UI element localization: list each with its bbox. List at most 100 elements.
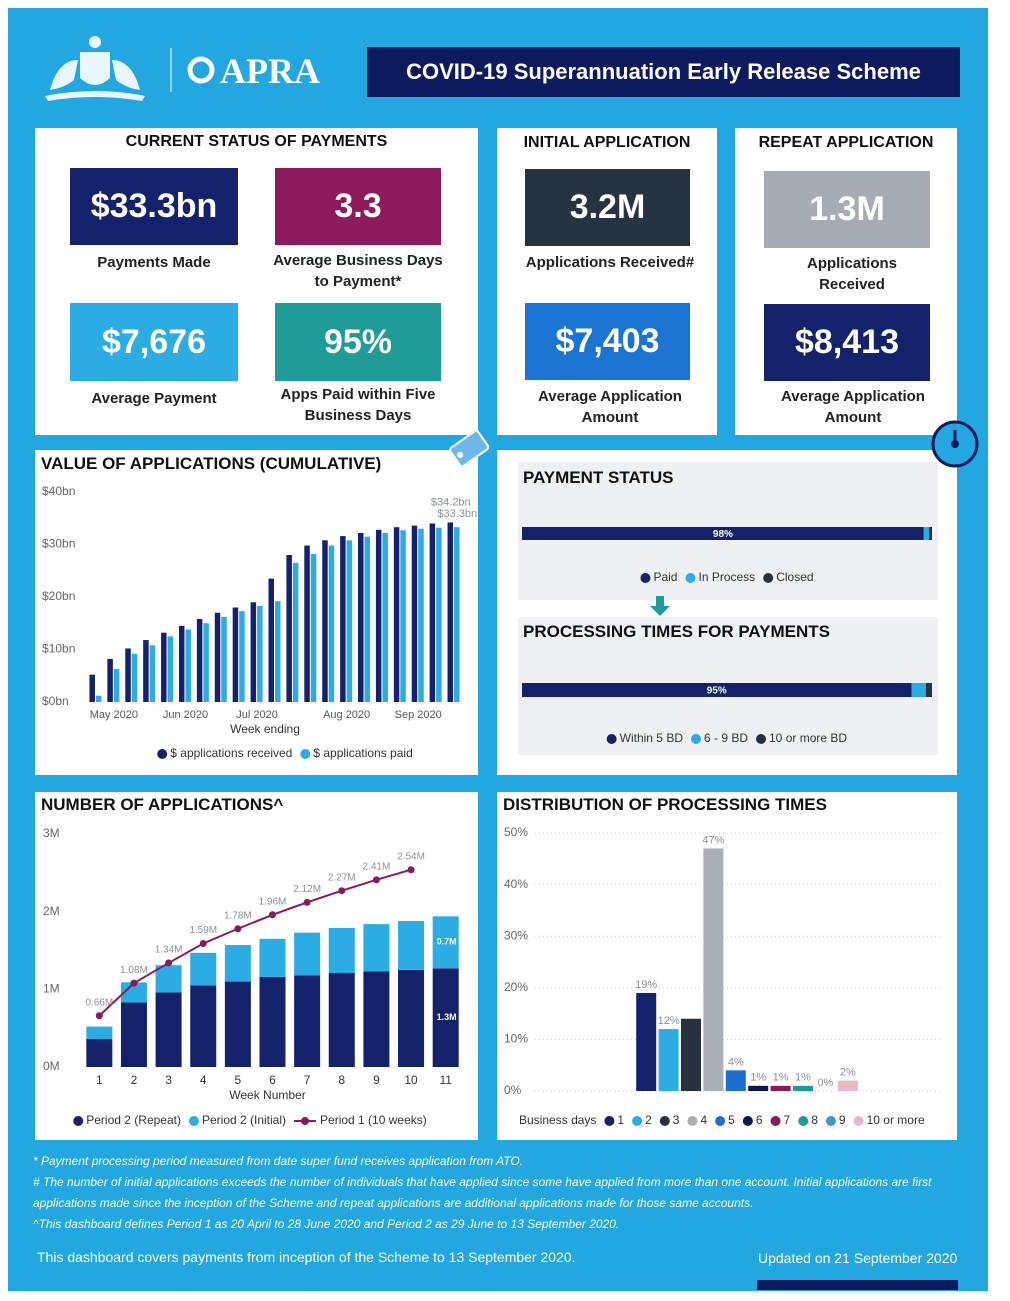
legend-swatch (188, 1116, 199, 1126)
bar (214, 612, 221, 702)
x-tick-label: Jul 2020 (236, 709, 278, 721)
x-tick-label: 2 (131, 1073, 138, 1087)
legend-swatch (604, 1116, 615, 1126)
value-label: $34.2bn (431, 496, 471, 508)
bar-segment (86, 1026, 113, 1040)
legend-label: $ applications received (170, 746, 292, 760)
kpi-label: Average Application Amount (538, 388, 682, 426)
tag-icon (449, 429, 490, 468)
kpi-value: $7,403 (555, 322, 660, 360)
bar (161, 632, 167, 702)
bar (286, 555, 292, 702)
value-label: 98% (713, 529, 733, 540)
legend: Business days 1 2 3 4 5 6 7 8 9 10 or more (519, 1113, 925, 1127)
line-point (130, 979, 138, 987)
chart-title: NUMBER OF APPLICATIONS^ (41, 795, 284, 814)
bar (636, 992, 657, 1091)
kpi-value: 3.2M (569, 188, 646, 226)
value-label: 2.27M (328, 872, 356, 883)
bar-segment (224, 945, 251, 982)
bar (346, 540, 353, 702)
x-tick-label: 1 (96, 1073, 103, 1087)
bar (268, 578, 274, 702)
bar (178, 625, 185, 702)
x-axis-title: Week Number (229, 1088, 305, 1102)
gauge-icon (931, 420, 979, 468)
kpi-value: $33.3bn (90, 187, 218, 225)
bar (221, 616, 227, 702)
bar (793, 1085, 813, 1091)
value-label: 2% (840, 1067, 856, 1079)
value-label: 1.08M (120, 965, 148, 976)
apra-mark (187, 56, 215, 84)
bar (358, 532, 364, 702)
panel-title: INITIAL APPLICATION (523, 134, 691, 151)
y-tick-label: $20bn (42, 589, 75, 603)
chart: 95% Within 5 BD 6 - 9 BD 10 or more BD (522, 683, 932, 745)
footer-updated: Updated on 21 September 2020 (758, 1250, 958, 1266)
legend-swatch (687, 1116, 698, 1126)
value-label: 2.12M (293, 884, 321, 895)
x-axis-title: Week ending (230, 722, 300, 736)
kpi-card: $33.3bn (70, 168, 238, 245)
value-label: 19% (635, 979, 657, 991)
bar (196, 619, 203, 702)
value-label: 2.54M (397, 851, 425, 862)
value-label: $33.3bn (437, 508, 477, 520)
legend-swatch (606, 734, 617, 744)
x-tick-label: 11 (439, 1073, 452, 1087)
value-label: 1.96M (259, 896, 287, 907)
bar (131, 653, 138, 702)
kpi-value: 3.3 (334, 187, 382, 225)
legend-label: 6 (756, 1113, 763, 1127)
bar (167, 636, 174, 702)
logo-text: APRA (220, 51, 320, 91)
value-label: 1% (795, 1072, 811, 1084)
legend-label: 10 or more (867, 1113, 925, 1127)
value-label: 1.78M (224, 910, 252, 921)
value-label: 1.59M (189, 925, 217, 936)
bar-segment (398, 969, 425, 1067)
value-label: 1.3M (437, 1012, 457, 1022)
chart: $0bn $10bn $20bn $30bn $40bn May 2020 Jun 2020… (42, 484, 477, 760)
kpi-card: 95% (275, 303, 441, 381)
y-tick-label: 0M (43, 1059, 60, 1073)
legend-swatch (763, 573, 774, 583)
legend-swatch (640, 573, 651, 583)
kpi-value: $8,413 (795, 323, 899, 361)
legend-label: Period 2 (Initial) (202, 1113, 286, 1127)
line-point (303, 898, 311, 906)
value-label: 1% (750, 1072, 766, 1084)
chart-title: DISTRIBUTION OF PROCESSING TIMES (503, 795, 827, 814)
bar (304, 545, 310, 702)
bar (185, 629, 191, 702)
legend-label: 7 (784, 1113, 791, 1127)
x-tick-label: 3 (165, 1073, 172, 1087)
bar (125, 648, 131, 702)
bar (393, 527, 400, 702)
legend-label: 4 (700, 1113, 707, 1127)
legend-label: In Process (698, 570, 755, 584)
kpi-label: Average Business Days to Payment* (273, 252, 443, 290)
y-tick-label: 10% (504, 1032, 528, 1046)
footnote: ^This dashboard defines Period 1 as 20 A… (33, 1217, 620, 1231)
legend-label: 6 - 9 BD (704, 731, 748, 745)
x-tick-label: Sep 2020 (395, 709, 442, 721)
bar (436, 527, 442, 702)
legend: Paid In Process Closed (640, 570, 814, 584)
bar (725, 1070, 746, 1091)
chart: 98% Paid In Process Closed (522, 527, 932, 616)
bar-segment (155, 965, 182, 993)
value-label: 4% (728, 1056, 744, 1068)
legend: $ applications received $ applications pa… (157, 746, 413, 760)
bar (107, 658, 113, 702)
legend-swatch (659, 1116, 670, 1126)
kpi-card: 1.3M (764, 171, 930, 248)
bar (411, 525, 418, 702)
legend-label: 3 (673, 1113, 680, 1127)
value-label: 95% (707, 686, 727, 697)
legend-label: 2 (645, 1113, 652, 1127)
bar-segment (363, 971, 390, 1067)
bar (149, 645, 156, 702)
